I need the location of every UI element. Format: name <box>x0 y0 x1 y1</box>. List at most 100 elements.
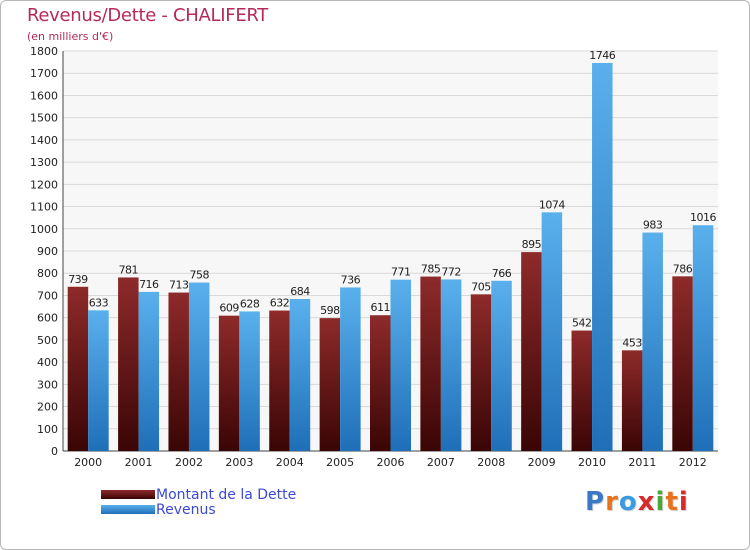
y-tick-label: 300 <box>37 378 58 391</box>
bar-revenus-2012 <box>692 225 714 451</box>
logo-letter: o <box>618 487 638 517</box>
x-tick-label: 2000 <box>74 456 102 469</box>
legend-label-dette: Montant de la Dette <box>156 486 297 503</box>
bar-dette-2001 <box>118 277 139 451</box>
data-label-revenus-2007: 772 <box>441 265 461 278</box>
bar-revenus-2003 <box>239 311 260 451</box>
logo-letter: t <box>665 487 679 517</box>
legend: Montant de la Dette Revenus <box>101 486 297 518</box>
bar-dette-2011 <box>621 350 643 451</box>
data-label-dette-2002: 713 <box>169 279 189 292</box>
data-label-dette-2007: 785 <box>421 263 441 276</box>
x-tick-label: 2001 <box>125 456 153 469</box>
x-tick-label: 2011 <box>628 456 656 469</box>
legend-swatch-dette <box>101 490 155 499</box>
data-label-dette-2003: 609 <box>219 302 239 315</box>
data-label-dette-2011: 453 <box>622 336 642 349</box>
y-tick-label: 1500 <box>30 112 58 125</box>
data-label-dette-2010: 542 <box>572 317 592 330</box>
data-label-revenus-2011: 983 <box>643 219 663 232</box>
y-tick-label: 1300 <box>30 156 58 169</box>
bar-revenus-2011 <box>642 232 663 451</box>
data-label-dette-2006: 611 <box>371 301 391 314</box>
x-tick-label: 2010 <box>578 456 606 469</box>
legend-swatch-revenus <box>101 505 155 514</box>
data-label-dette-2012: 786 <box>673 262 693 275</box>
x-tick-label: 2003 <box>225 456 253 469</box>
data-label-dette-2000: 739 <box>68 273 88 286</box>
data-label-revenus-2003: 628 <box>240 297 260 310</box>
legend-label-revenus: Revenus <box>156 501 216 518</box>
data-label-revenus-2002: 758 <box>189 269 209 282</box>
y-tick-label: 800 <box>37 267 58 280</box>
logo-letter: i <box>655 487 666 517</box>
x-tick-label: 2009 <box>528 456 556 469</box>
bar-revenus-2004 <box>289 299 311 451</box>
bar-dette-2002 <box>168 292 189 451</box>
x-tick-label: 2007 <box>427 456 455 469</box>
data-label-revenus-2008: 766 <box>492 267 512 280</box>
data-label-dette-2001: 781 <box>119 263 139 276</box>
x-tick-label: 2008 <box>477 456 505 469</box>
bar-revenus-2006 <box>390 279 411 451</box>
y-tick-label: 600 <box>37 312 58 325</box>
proxiti-logo: Proxiti <box>585 487 689 517</box>
x-tick-label: 2004 <box>276 456 304 469</box>
bar-dette-2010 <box>571 330 593 451</box>
bar-dette-2004 <box>269 310 290 451</box>
x-tick-label: 2012 <box>679 456 707 469</box>
bar-dette-2007 <box>420 276 441 451</box>
chart-subtitle: (en milliers d'€) <box>27 30 114 43</box>
bar-revenus-2009 <box>541 212 563 451</box>
bar-dette-2012 <box>672 276 693 451</box>
y-tick-label: 1200 <box>30 178 58 191</box>
bar-revenus-2008 <box>491 280 512 451</box>
bar-revenus-2000 <box>88 310 109 451</box>
bar-revenus-2002 <box>188 282 210 451</box>
data-label-dette-2009: 895 <box>522 238 542 251</box>
bar-revenus-2010 <box>592 63 613 451</box>
logo-letter: P <box>585 487 606 517</box>
data-label-dette-2004: 632 <box>270 297 290 310</box>
bar-dette-2006 <box>370 315 391 451</box>
data-label-revenus-2012: 1016 <box>690 211 716 224</box>
y-tick-label: 1600 <box>30 89 58 102</box>
legend-item-revenus: Revenus <box>101 501 296 518</box>
y-tick-label: 1700 <box>30 67 58 80</box>
legend-item-dette: Montant de la Dette <box>101 486 297 503</box>
y-tick-label: 400 <box>37 356 58 369</box>
y-tick-label: 500 <box>37 334 58 347</box>
x-tick-label: 2002 <box>175 456 203 469</box>
logo-letter: x <box>637 487 656 517</box>
data-label-revenus-2000: 633 <box>89 296 109 309</box>
y-tick-label: 700 <box>37 289 58 302</box>
bar-dette-2009 <box>521 252 542 451</box>
data-label-revenus-2005: 736 <box>341 273 361 286</box>
data-label-revenus-2006: 771 <box>391 266 411 279</box>
y-tick-label: 1100 <box>30 201 58 214</box>
y-tick-label: 1000 <box>30 223 58 236</box>
bar-revenus-2007 <box>440 279 462 451</box>
y-tick-label: 100 <box>37 423 58 436</box>
bar-dette-2005 <box>319 318 341 451</box>
data-label-dette-2008: 705 <box>471 280 491 293</box>
data-label-revenus-2001: 716 <box>139 278 159 291</box>
bar-dette-2008 <box>470 294 492 451</box>
logo-letter: r <box>605 487 619 517</box>
logo-letter: i <box>678 487 689 517</box>
chart-title: Revenus/Dette - CHALIFERT <box>27 5 268 26</box>
y-tick-label: 1400 <box>30 134 58 147</box>
data-label-revenus-2010: 1746 <box>589 49 615 62</box>
data-label-revenus-2004: 684 <box>290 285 310 298</box>
x-tick-label: 2005 <box>326 456 354 469</box>
y-tick-label: 200 <box>37 401 58 414</box>
data-label-revenus-2009: 1074 <box>539 198 565 211</box>
bar-dette-2000 <box>67 286 89 451</box>
x-tick-label: 2006 <box>377 456 405 469</box>
y-tick-label: 1800 <box>30 45 58 58</box>
data-label-dette-2005: 598 <box>320 304 340 317</box>
bar-revenus-2005 <box>340 287 361 451</box>
y-tick-label: 900 <box>37 245 58 258</box>
